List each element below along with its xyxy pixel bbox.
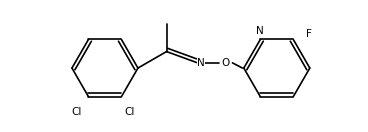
Text: N: N bbox=[256, 26, 264, 36]
Text: N: N bbox=[197, 58, 205, 68]
Text: Cl: Cl bbox=[71, 107, 81, 117]
Text: Cl: Cl bbox=[124, 107, 135, 117]
Text: F: F bbox=[306, 29, 312, 39]
Text: O: O bbox=[222, 58, 230, 68]
